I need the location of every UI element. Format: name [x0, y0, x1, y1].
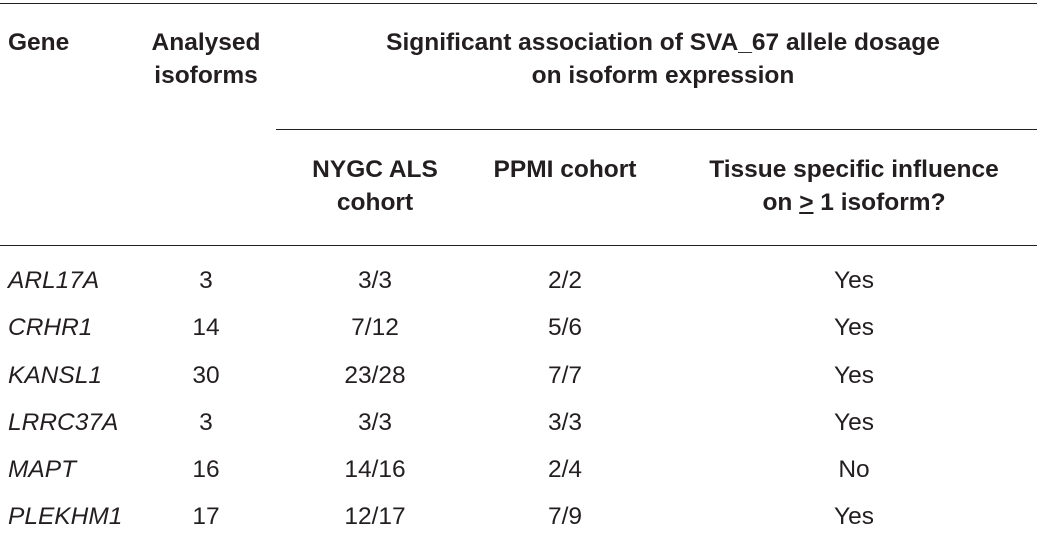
- header-significant-association: Significant association of SVA_67 allele…: [290, 26, 1036, 92]
- cell-nygc: 7/12: [351, 314, 399, 341]
- cell-ppmi: 5/6: [547, 314, 583, 341]
- header-nygc-line1: NYGC ALS: [312, 156, 438, 183]
- cell-ppmi: 3/3: [547, 409, 583, 436]
- cell-nygc: 3/3: [357, 267, 393, 294]
- header-isoforms: Analysed isoforms: [140, 26, 272, 92]
- cell-tissue: Yes: [834, 314, 874, 341]
- cell-isoforms: 14: [192, 314, 220, 341]
- table-row: MAPT 16 14/16 2/4 No: [0, 446, 1037, 493]
- cell-ppmi: 7/7: [547, 362, 583, 389]
- cell-tissue: No: [838, 456, 870, 483]
- cell-gene: CRHR1: [8, 314, 93, 341]
- cell-isoforms: 30: [192, 362, 220, 389]
- top-rule: [0, 3, 1037, 4]
- cell-isoforms: 3: [199, 409, 213, 436]
- cell-ppmi: 2/4: [547, 456, 583, 483]
- cell-nygc: 12/17: [344, 503, 406, 530]
- header-nygc-line2: cohort: [336, 189, 414, 216]
- table-row: KANSL1 30 23/28 7/7 Yes: [0, 352, 1037, 399]
- header-tissue-line1: Tissue specific influence: [709, 156, 999, 183]
- table-row: LRRC37A 3 3/3 3/3 Yes: [0, 399, 1037, 446]
- cell-tissue: Yes: [834, 503, 874, 530]
- header-tissue-suffix: 1 isoform?: [813, 189, 946, 216]
- cell-gene: LRRC37A: [8, 409, 119, 436]
- cell-isoforms: 3: [199, 267, 213, 294]
- cell-nygc: 23/28: [344, 362, 406, 389]
- header-isoforms-line2: isoforms: [154, 62, 258, 89]
- table-row: ARL17A 3 3/3 2/2 Yes: [0, 257, 1037, 304]
- header-ppmi: PPMI cohort: [493, 156, 637, 183]
- cell-isoforms: 17: [192, 503, 220, 530]
- header-significant-line1: Significant association of SVA_67 allele…: [386, 29, 940, 56]
- cell-gene: KANSL1: [8, 362, 102, 389]
- cell-gene: MAPT: [8, 456, 77, 483]
- header-significant-line2: on isoform expression: [531, 62, 795, 89]
- header-bottom-rule: [0, 245, 1037, 246]
- header-tissue-prefix: on: [762, 189, 800, 216]
- header-nygc: NYGC ALS cohort: [290, 153, 460, 219]
- cell-tissue: Yes: [834, 267, 874, 294]
- cell-gene: ARL17A: [8, 267, 100, 294]
- cell-nygc: 3/3: [357, 409, 393, 436]
- header-gene: Gene: [8, 29, 70, 56]
- cell-isoforms: 16: [192, 456, 220, 483]
- cell-ppmi: 2/2: [547, 267, 583, 294]
- spanning-header-rule: [276, 129, 1037, 130]
- cell-nygc: 14/16: [344, 456, 406, 483]
- header-isoforms-line1: Analysed: [151, 29, 261, 56]
- table-row: PLEKHM1 17 12/17 7/9 Yes: [0, 493, 1037, 540]
- cell-gene: PLEKHM1: [8, 503, 123, 530]
- header-tissue-line2: on > 1 isoform?: [672, 186, 1036, 219]
- cell-tissue: Yes: [834, 409, 874, 436]
- table-row: CRHR1 14 7/12 5/6 Yes: [0, 304, 1037, 351]
- cell-tissue: Yes: [834, 362, 874, 389]
- cell-ppmi: 7/9: [547, 503, 583, 530]
- header-tissue: Tissue specific influence on > 1 isoform…: [672, 153, 1036, 219]
- greater-equal-symbol: >: [799, 189, 814, 216]
